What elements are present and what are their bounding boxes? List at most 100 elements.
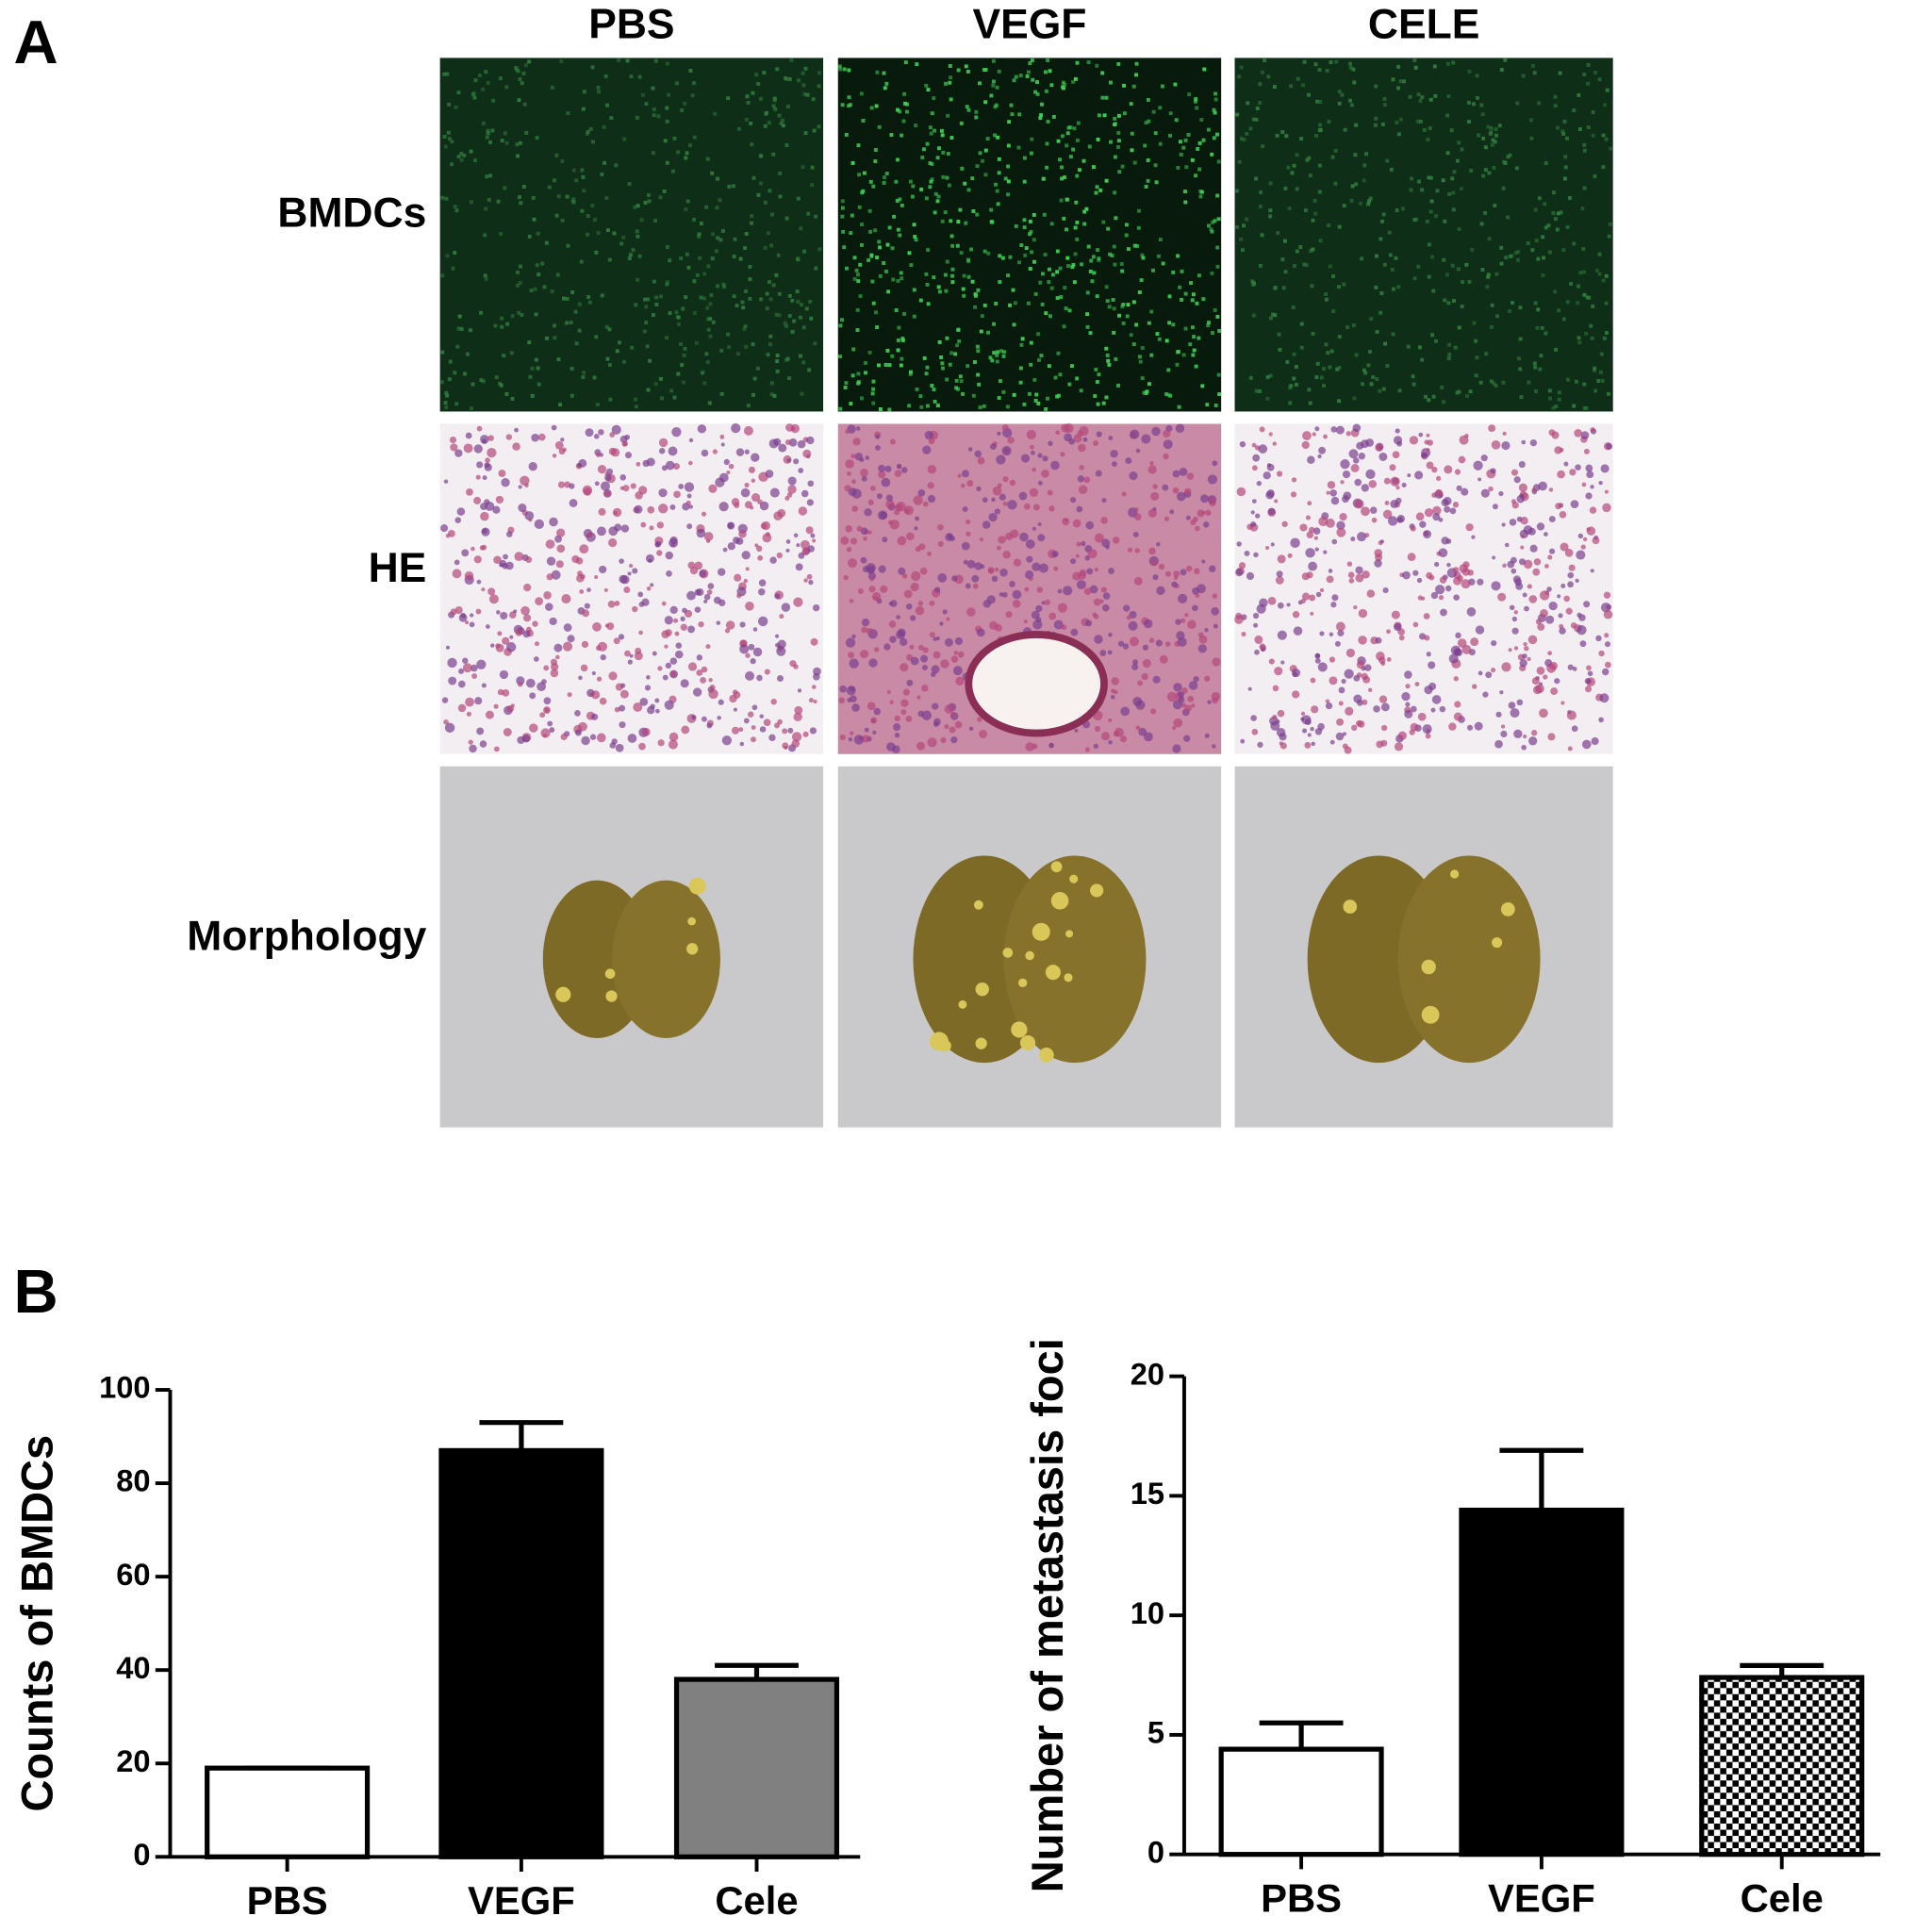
tissue	[537, 682, 546, 692]
tissue	[1415, 512, 1425, 521]
fluorescent-cell	[554, 153, 559, 157]
tissue	[501, 478, 510, 487]
tissue	[485, 457, 490, 463]
tissue	[1048, 742, 1054, 749]
fluorescent-cell	[1431, 394, 1436, 399]
tissue	[860, 468, 868, 477]
tissue	[563, 623, 572, 632]
fluorescent-cell	[1349, 103, 1354, 107]
tissue	[1405, 684, 1411, 689]
tissue	[880, 511, 888, 520]
tissue	[949, 726, 956, 734]
tissue	[929, 600, 935, 606]
fluorescent-cell	[1288, 386, 1293, 390]
fluorescent-cell	[977, 382, 982, 387]
fluorescent-cell	[658, 195, 663, 200]
tissue	[586, 587, 591, 592]
tissue	[611, 448, 620, 457]
fluorescent-cell	[1382, 103, 1387, 107]
fluorescent-cell	[781, 118, 784, 123]
fluorescent-cell	[1565, 224, 1570, 229]
tissue	[1276, 727, 1286, 737]
fluorescent-cell	[982, 404, 986, 408]
panel-label: A	[14, 8, 58, 76]
tissue	[787, 727, 794, 734]
fluorescent-cell	[560, 159, 565, 163]
tissue	[1180, 618, 1186, 623]
fluorescent-cell	[765, 291, 769, 296]
tissue	[1375, 636, 1382, 644]
tissue	[1344, 669, 1354, 679]
tissue	[1292, 690, 1300, 699]
fluorescent-cell	[685, 199, 690, 204]
tissue	[1494, 739, 1503, 749]
tissue	[750, 658, 756, 665]
tissue	[781, 603, 791, 612]
tissue	[691, 715, 697, 720]
fluorescent-cell	[1112, 330, 1116, 335]
fluorescent-cell	[949, 351, 954, 355]
fluorescent-cell	[1580, 206, 1585, 211]
tissue	[1358, 608, 1368, 619]
fluorescent-cell	[1193, 99, 1197, 104]
fluorescent-cell	[1354, 353, 1359, 357]
fluorescent-cell	[500, 324, 504, 329]
fluorescent-cell	[976, 349, 981, 354]
tissue	[481, 683, 487, 688]
tissue	[979, 537, 983, 542]
tissue	[1452, 502, 1460, 508]
fluorescent-cell	[1553, 94, 1558, 99]
tissue	[1048, 612, 1057, 620]
fluorescent-cell	[812, 128, 817, 133]
tissue	[1130, 429, 1140, 439]
fluorescent-cell	[970, 279, 975, 284]
fluorescent-cell	[1287, 206, 1292, 211]
tissue	[889, 700, 894, 704]
tissue	[1428, 682, 1437, 690]
tissue	[865, 455, 870, 460]
tissue	[1598, 480, 1603, 486]
fluorescent-cell	[1202, 67, 1207, 72]
tissue	[1001, 446, 1012, 456]
tissue	[855, 426, 861, 431]
tissue	[1135, 700, 1146, 710]
fluorescent-cell	[621, 235, 626, 239]
fluorescent-cell	[1391, 332, 1395, 337]
fluorescent-cell	[963, 181, 967, 186]
fluorescent-cell	[1491, 138, 1495, 142]
fluorescent-cell	[636, 204, 640, 208]
tissue	[1366, 589, 1376, 598]
tissue	[562, 641, 573, 652]
tissue	[594, 481, 600, 487]
fluorescent-cell	[1023, 253, 1028, 257]
fluorescent-cell	[482, 379, 486, 384]
tissue	[1312, 527, 1321, 536]
fluorescent-cell	[1601, 133, 1606, 138]
tissue	[806, 499, 814, 506]
tissue	[1148, 637, 1155, 643]
fluorescent-cell	[1001, 389, 1006, 394]
fluorescent-cell	[479, 310, 484, 315]
fluorescence-image	[1234, 58, 1613, 412]
fluorescent-cell	[1166, 368, 1171, 372]
tissue	[1547, 554, 1553, 560]
tissue	[522, 630, 531, 638]
fluorescent-cell	[1290, 171, 1295, 175]
fluorescent-cell	[991, 83, 996, 88]
tissue	[937, 524, 944, 531]
tissue	[744, 482, 750, 488]
fluorescent-cell	[929, 179, 933, 184]
tissue	[1355, 566, 1363, 574]
fluorescent-cell	[1296, 76, 1300, 81]
tissue	[1240, 738, 1246, 744]
tissue	[1061, 423, 1070, 433]
fluorescent-cell	[643, 201, 648, 205]
fluorescent-cell	[1585, 295, 1590, 300]
tissue	[1156, 541, 1161, 547]
fluorescent-cell	[1088, 331, 1093, 336]
tissue	[966, 531, 971, 537]
fluorescent-cell	[514, 66, 519, 71]
tissue	[996, 454, 1006, 465]
fluorescent-cell	[1121, 321, 1126, 325]
fluorescent-cell	[1143, 143, 1147, 148]
